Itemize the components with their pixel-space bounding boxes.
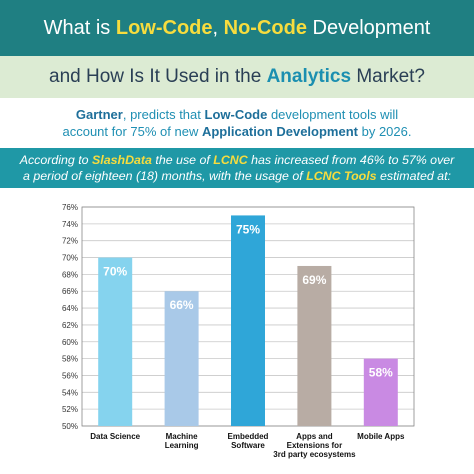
bar-chart: 50% 52% 54% 56% 58% 60% 62% 64% 66% 68% 70% 72% 74% 7… <box>62 203 415 459</box>
text-segment: estimated at: <box>376 169 451 183</box>
gartner-line-1: Gartner, predicts that Low-Code developm… <box>76 106 398 123</box>
data-label: 75% <box>236 222 260 236</box>
subtitle-banner: and How Is It Used in the Analytics Mark… <box>0 56 474 98</box>
text-segment: SlashData <box>92 153 152 167</box>
data-label: 66% <box>170 298 194 312</box>
text-segment: and How Is It Used in the <box>49 66 267 87</box>
text-segment: LCNC <box>213 153 248 167</box>
category-label: Embedded <box>228 432 269 441</box>
text-segment: LCNC Tools <box>306 169 377 183</box>
text-segment: Low-Code <box>204 107 268 122</box>
data-label: 69% <box>302 273 326 287</box>
y-tick-label: 50% <box>62 422 78 431</box>
bar <box>297 265 332 426</box>
bar <box>98 257 133 426</box>
title-banner: What is Low-Code, No-Code Development <box>0 0 474 56</box>
text-segment: a period of eighteen (18) months, with t… <box>23 169 307 183</box>
y-tick-label: 56% <box>62 371 78 380</box>
category-label: Software <box>231 441 265 450</box>
text-segment: According to <box>19 153 93 167</box>
y-tick-label: 66% <box>62 287 78 296</box>
text-segment: , predicts that <box>122 107 205 122</box>
text-segment: Development <box>306 16 431 39</box>
category-label: Mobile Apps <box>357 432 405 441</box>
text-segment: account for 75% of new <box>62 124 202 139</box>
text-segment: Gartner <box>75 107 123 122</box>
text-segment: Analytics <box>266 66 352 87</box>
category-label: Data Science <box>90 432 140 441</box>
category-label: Apps and <box>296 432 333 441</box>
chart-area: 50% 52% 54% 56% 58% 60% 62% 64% 66% 68% 70% 72% 74% 7… <box>0 188 474 474</box>
y-tick-label: 58% <box>62 355 78 364</box>
y-tick-label: 52% <box>62 405 78 414</box>
slashdata-note: According to SlashData the use of LCNC h… <box>0 148 474 188</box>
y-tick-label: 68% <box>62 270 78 279</box>
text-segment: What is <box>43 16 116 39</box>
y-tick-label: 72% <box>62 237 78 246</box>
y-tick-label: 64% <box>62 304 78 313</box>
y-tick-label: 76% <box>62 203 78 212</box>
category-label: Extensions for <box>287 441 343 450</box>
bar <box>231 215 265 426</box>
text-segment: Market? <box>351 66 425 87</box>
text-segment: the use of <box>151 153 214 167</box>
data-label: 58% <box>369 366 393 380</box>
title-line-2: and How Is It Used in the Analytics Mark… <box>49 66 425 88</box>
text-segment: , <box>212 16 224 39</box>
text-segment: Application Development <box>201 124 358 139</box>
title-line-1: What is Low-Code, No-Code Development <box>44 17 431 40</box>
slashdata-line-1: According to SlashData the use of LCNC h… <box>20 152 455 168</box>
y-tick-label: 70% <box>62 254 78 263</box>
bar <box>164 291 199 426</box>
y-tick-label: 60% <box>62 338 78 347</box>
y-tick-label: 74% <box>62 220 78 229</box>
y-tick-label: 54% <box>62 388 78 397</box>
category-label: Learning <box>165 441 199 450</box>
text-segment: has increased from 46% to 57% over <box>247 153 455 167</box>
bar <box>363 358 398 426</box>
slashdata-line-2: a period of eighteen (18) months, with t… <box>23 168 451 184</box>
text-segment: development tools will <box>267 107 399 122</box>
data-label: 70% <box>103 265 127 279</box>
gartner-note: Gartner, predicts that Low-Code developm… <box>0 98 474 148</box>
text-segment: Low-Code <box>115 16 213 39</box>
y-tick-label: 62% <box>62 321 78 330</box>
category-label: Machine <box>166 432 199 441</box>
text-segment: by 2026. <box>358 124 412 139</box>
text-segment: No-Code <box>223 16 307 39</box>
category-label: 3rd party ecosystems <box>273 450 356 459</box>
gartner-line-2: account for 75% of new Application Devel… <box>62 123 411 140</box>
